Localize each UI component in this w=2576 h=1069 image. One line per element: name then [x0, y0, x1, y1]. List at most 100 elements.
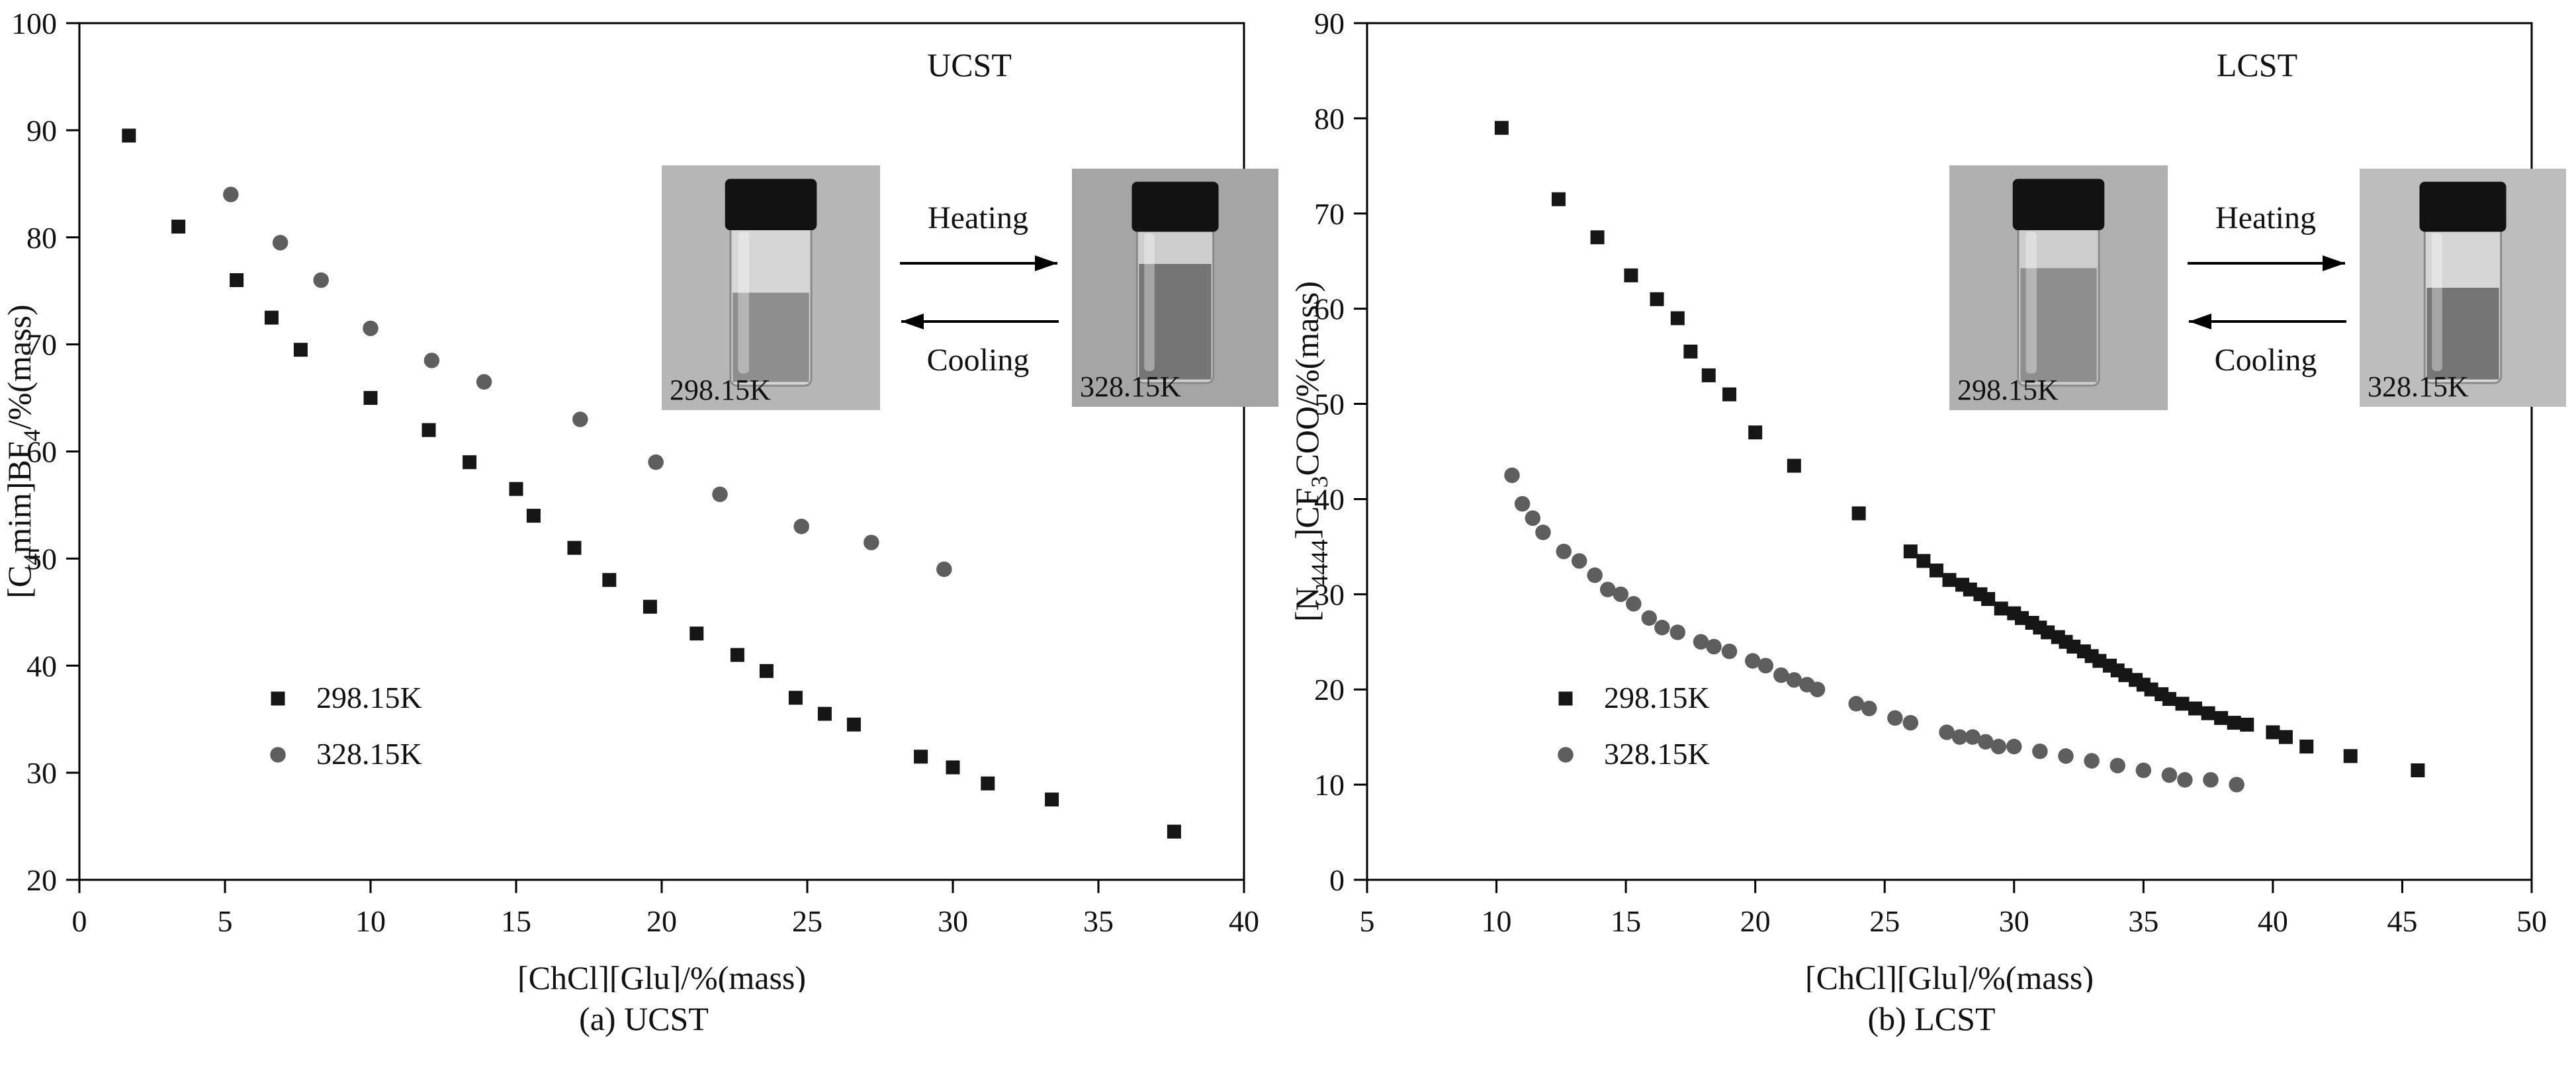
square-marker — [567, 540, 582, 555]
vial-liquid — [2426, 288, 2499, 380]
circle-marker — [2161, 767, 2178, 783]
x-tick-label: 15 — [1611, 904, 1641, 938]
square-marker — [293, 343, 308, 357]
heating-arrow-head — [1035, 255, 1057, 271]
x-tick-label: 50 — [2516, 904, 2547, 938]
circle-marker — [1744, 653, 1761, 669]
circle-marker — [423, 353, 440, 368]
circle-marker — [1861, 701, 1877, 716]
circle-marker — [1990, 738, 2007, 755]
vial-highlight — [1144, 233, 1155, 371]
x-axis-title: [ChCl][Glu]/%(mass) — [517, 959, 806, 992]
square-marker — [2188, 701, 2203, 716]
x-tick-label: 40 — [1229, 904, 1259, 938]
cooling-arrow-head — [901, 314, 924, 329]
legend-label: 298.15K — [316, 681, 422, 714]
square-marker — [946, 760, 960, 775]
caption-b: (b) LCST — [1867, 1000, 1996, 1037]
vial-photo: 328.15K — [1072, 169, 1278, 407]
x-tick-label: 10 — [355, 904, 386, 938]
vial-temperature-label: 328.15K — [2368, 370, 2469, 403]
x-tick-label: 30 — [938, 904, 968, 938]
square-marker — [689, 626, 704, 641]
square-marker — [1981, 592, 1996, 607]
square-marker — [914, 749, 928, 764]
circle-marker — [272, 235, 289, 251]
vial-temperature-label: 328.15K — [1080, 370, 1181, 403]
x-tick-label: 40 — [2258, 904, 2288, 938]
square-marker — [1701, 368, 1716, 382]
x-tick-label: 35 — [1083, 904, 1114, 938]
y-tick-label: 100 — [11, 7, 57, 40]
square-marker — [788, 691, 803, 705]
vial-photo: 328.15K — [2360, 169, 2566, 407]
series-298.15K — [1494, 120, 2425, 778]
inset: LCST 298.15K 328.15K Heating Cooling — [1949, 46, 2566, 410]
circle-marker — [793, 519, 809, 534]
circle-marker — [1587, 567, 1603, 583]
inset-title: LCST — [2217, 46, 2297, 83]
x-tick-label: 15 — [501, 904, 531, 938]
circle-marker — [1951, 729, 1968, 745]
square-marker — [1558, 691, 1573, 706]
square-marker — [817, 706, 832, 721]
inset-title: UCST — [927, 46, 1012, 83]
y-tick-label: 40 — [1314, 482, 1345, 516]
chart-svg-b: 5 10 15 20 25 30 35 40 45 50 0 10 20 30 40 50 60 70 80 90 [C… — [1288, 7, 2566, 992]
y-tick-label: 80 — [1314, 102, 1345, 136]
y-tick-label: 30 — [26, 756, 57, 790]
circle-marker — [313, 272, 329, 288]
y-axis-title: [C4mim]BF4/%(mass) — [1, 304, 45, 598]
square-marker — [2175, 697, 2190, 711]
square-marker — [463, 455, 477, 470]
vial-cap — [725, 179, 817, 231]
square-marker — [1683, 344, 1698, 359]
circle-marker — [712, 486, 728, 503]
circle-marker — [1654, 619, 1670, 636]
circle-marker — [1599, 581, 1616, 597]
vial-liquid — [1139, 264, 1212, 380]
chart-panel-a: 0 5 10 15 20 25 30 35 40 20 30 40 50 60 70 80 90 100 [ChCl… — [1, 7, 1278, 1037]
circle-marker — [2135, 762, 2152, 779]
square-marker — [171, 220, 186, 234]
circle-marker — [476, 374, 492, 390]
square-marker — [122, 128, 136, 143]
square-marker — [2411, 763, 2425, 778]
circle-marker — [1977, 734, 1994, 750]
square-marker — [422, 423, 436, 437]
vial-highlight — [2025, 231, 2037, 374]
series-328.15K — [1504, 467, 2244, 792]
cooling-label: Cooling — [927, 343, 1030, 378]
circle-marker — [2110, 757, 2125, 774]
circle-marker — [1514, 495, 1531, 512]
x-tick-label: 0 — [72, 904, 87, 938]
square-marker — [1903, 544, 1918, 559]
square-marker — [2266, 725, 2280, 740]
circle-marker — [1757, 658, 1774, 674]
inset: UCST 298.15K 328.15K Heating Cooling — [662, 46, 1278, 410]
square-marker — [1670, 311, 1685, 325]
circle-marker — [223, 187, 239, 202]
x-tick-label: 20 — [646, 904, 677, 938]
circle-marker — [572, 411, 588, 427]
circle-marker — [2058, 748, 2074, 764]
vial-liquid — [2020, 268, 2097, 382]
square-marker — [271, 691, 285, 706]
x-tick-label: 5 — [1360, 904, 1375, 938]
heating-label: Heating — [2215, 200, 2316, 235]
circle-marker — [1626, 595, 1642, 612]
circle-marker — [1525, 510, 1541, 526]
circle-marker — [1939, 724, 1955, 740]
circle-marker — [1706, 638, 1722, 655]
square-marker — [526, 509, 541, 523]
y-tick-label: 70 — [26, 328, 57, 362]
square-marker — [1551, 192, 1566, 206]
y-tick-label: 30 — [1314, 577, 1345, 611]
circle-marker — [1535, 525, 1551, 540]
circle-marker — [2177, 772, 2193, 788]
x-tick-label: 10 — [1482, 904, 1512, 938]
vial-cap — [2419, 181, 2507, 232]
heating-arrow-head — [2323, 255, 2345, 271]
square-marker — [730, 648, 744, 662]
